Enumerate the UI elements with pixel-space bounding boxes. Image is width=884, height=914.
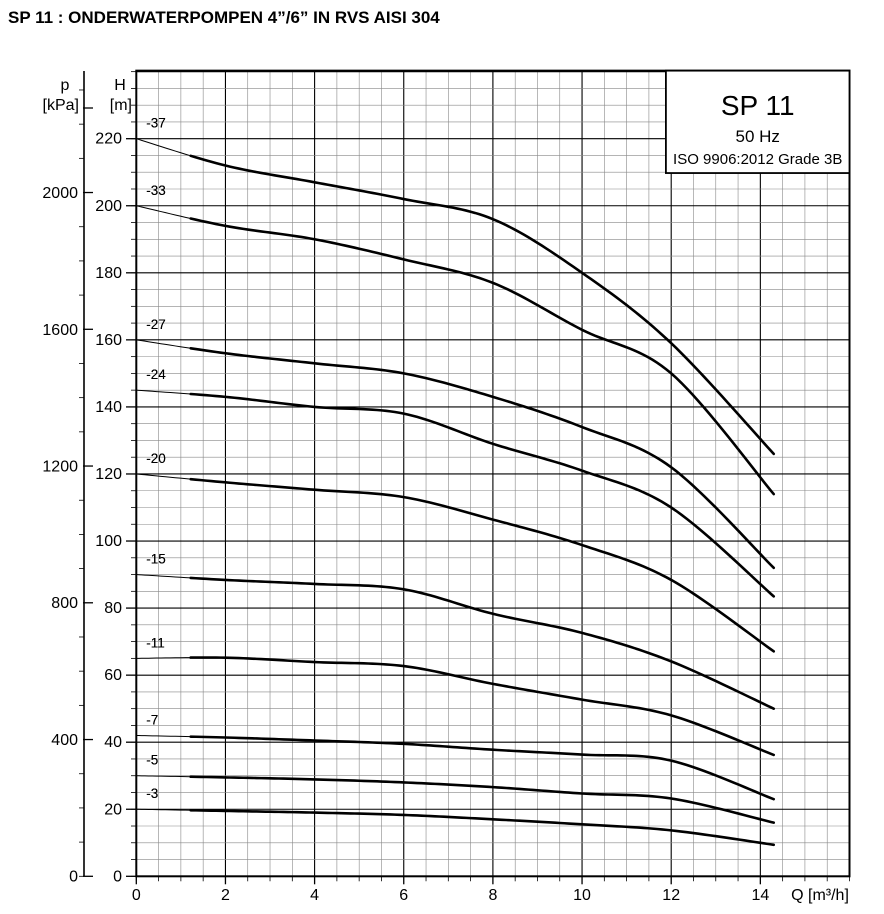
svg-text:-7: -7 [146, 713, 158, 728]
svg-text:ISO 9906:2012 Grade 3B: ISO 9906:2012 Grade 3B [673, 151, 842, 168]
svg-text:20: 20 [104, 801, 122, 818]
svg-text:50 Hz: 50 Hz [735, 127, 779, 146]
svg-text:40: 40 [104, 734, 122, 751]
svg-text:180: 180 [95, 265, 122, 282]
svg-text:-24: -24 [146, 367, 166, 382]
svg-text:-33: -33 [146, 183, 166, 198]
svg-text:2000: 2000 [42, 185, 78, 202]
svg-text:SP 11: SP 11 [721, 90, 795, 121]
svg-text:160: 160 [95, 332, 122, 349]
svg-text:60: 60 [104, 667, 122, 684]
svg-text:6: 6 [399, 887, 408, 904]
svg-text:0: 0 [113, 868, 122, 885]
svg-text:2: 2 [221, 887, 230, 904]
svg-text:-5: -5 [146, 753, 158, 768]
svg-text:p: p [61, 77, 70, 94]
svg-text:-20: -20 [146, 451, 166, 466]
svg-text:220: 220 [95, 131, 122, 148]
svg-text:0: 0 [132, 887, 141, 904]
svg-text:80: 80 [104, 600, 122, 617]
svg-text:10: 10 [573, 887, 591, 904]
svg-text:4: 4 [310, 887, 319, 904]
svg-text:400: 400 [51, 732, 78, 749]
svg-text:800: 800 [51, 595, 78, 612]
svg-text:12: 12 [662, 887, 680, 904]
svg-text:140: 140 [95, 399, 122, 416]
svg-text:0: 0 [69, 869, 78, 886]
svg-text:H: H [114, 77, 126, 94]
svg-text:-27: -27 [146, 317, 166, 332]
svg-text:-15: -15 [146, 552, 166, 567]
svg-text:120: 120 [95, 466, 122, 483]
svg-text:-37: -37 [146, 116, 166, 131]
svg-text:100: 100 [95, 533, 122, 550]
svg-text:[kPa]: [kPa] [43, 97, 79, 114]
svg-text:[m]: [m] [110, 97, 132, 114]
svg-text:1600: 1600 [42, 322, 78, 339]
svg-text:8: 8 [488, 887, 497, 904]
svg-text:-3: -3 [146, 786, 158, 801]
svg-text:1200: 1200 [42, 459, 78, 476]
svg-text:200: 200 [95, 198, 122, 215]
svg-text:Q [m³/h]: Q [m³/h] [791, 887, 849, 904]
svg-text:14: 14 [751, 887, 769, 904]
svg-text:-11: -11 [146, 635, 165, 650]
